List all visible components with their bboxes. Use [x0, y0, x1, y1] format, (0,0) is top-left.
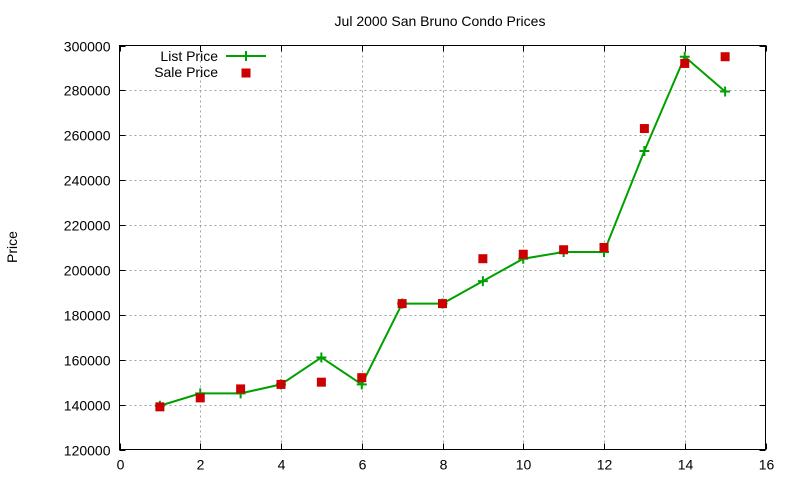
data-point	[438, 299, 447, 309]
data-point	[559, 245, 569, 255]
data-point	[599, 243, 609, 252]
data-point	[316, 377, 326, 387]
data-point	[720, 52, 730, 62]
chart-title: Jul 2000 San Bruno Condo Prices	[335, 13, 546, 29]
legend-label: List Price	[160, 48, 218, 64]
series-list-price	[154, 51, 731, 411]
data-point	[236, 384, 246, 394]
data-point	[155, 402, 165, 412]
x-tick-label: 12	[597, 457, 613, 473]
data-point	[639, 145, 650, 156]
y-axis-ticks: 120000 140000 160000 180000 200000 220000 2400…	[64, 39, 766, 459]
data-point	[680, 58, 690, 68]
x-axis-ticks: 0 2 4 6 8 10 12 14 16	[117, 45, 775, 473]
plot-border	[119, 45, 766, 450]
y-tick-label: 180000	[64, 308, 111, 324]
legend-entry: Sale Price	[154, 64, 251, 80]
x-tick-label: 6	[359, 457, 367, 473]
y-tick-label: 220000	[64, 218, 111, 234]
legend-entry: List Price	[160, 48, 266, 64]
data-point	[397, 299, 407, 309]
data-point	[478, 254, 488, 264]
grid-lines	[119, 45, 766, 450]
x-tick-label: 16	[759, 457, 775, 473]
y-tick-label: 240000	[64, 173, 111, 189]
x-tick-label: 8	[440, 457, 448, 473]
x-tick-label: 2	[197, 457, 205, 473]
legend-label: Sale Price	[154, 64, 218, 80]
series-line	[159, 55, 726, 407]
y-tick-label: 160000	[64, 353, 111, 369]
data-point	[477, 276, 488, 287]
x-tick-label: 14	[678, 457, 694, 473]
data-point	[639, 124, 649, 134]
x-tick-label: 0	[117, 457, 125, 473]
y-tick-label: 260000	[64, 128, 111, 144]
data-point	[195, 393, 205, 403]
x-tick-label: 4	[278, 457, 286, 473]
y-tick-label: 280000	[64, 83, 111, 99]
data-point	[518, 249, 528, 259]
x-tick-label: 10	[516, 457, 532, 473]
y-tick-label: 120000	[64, 443, 111, 459]
y-tick-label: 200000	[64, 263, 111, 279]
data-point	[316, 352, 327, 363]
series-sale-price	[155, 52, 730, 412]
y-axis-label: Price	[4, 231, 20, 263]
y-tick-label: 300000	[64, 39, 111, 55]
data-point	[276, 379, 286, 389]
data-point	[357, 373, 367, 383]
data-point	[720, 86, 731, 97]
y-tick-label: 140000	[64, 398, 111, 414]
series-layer	[154, 51, 731, 412]
